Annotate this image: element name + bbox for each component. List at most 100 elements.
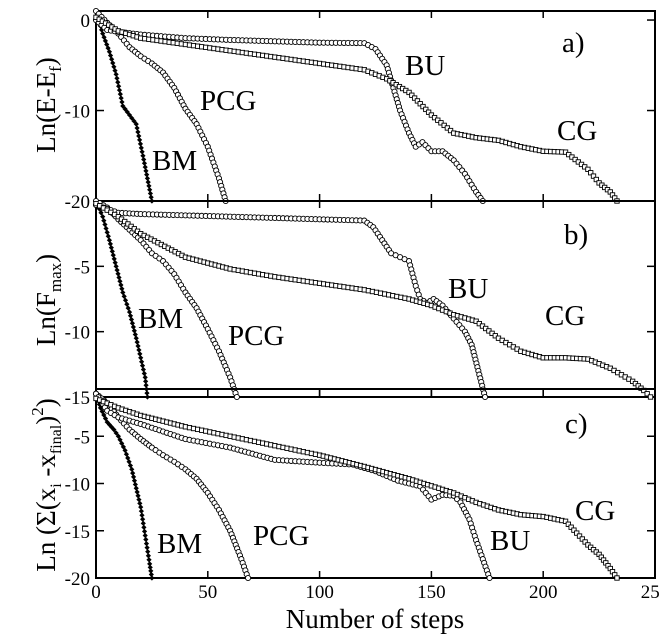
data-point xyxy=(126,112,133,118)
data-point xyxy=(115,271,121,277)
data-point xyxy=(425,109,432,115)
series-cg xyxy=(93,14,620,204)
data-point xyxy=(140,153,146,159)
data-point xyxy=(110,252,116,258)
data-point xyxy=(233,393,240,401)
data-point xyxy=(119,286,125,292)
y-tick-label: -15 xyxy=(65,388,90,409)
data-point xyxy=(114,267,120,273)
panel-c-tag: c) xyxy=(565,408,588,440)
data-point xyxy=(144,172,150,178)
data-point xyxy=(590,173,597,179)
data-point xyxy=(119,440,125,446)
data-point xyxy=(105,45,111,51)
data-point xyxy=(101,218,107,224)
data-point xyxy=(118,282,124,288)
data-point xyxy=(134,489,140,495)
data-point xyxy=(571,527,577,533)
data-point xyxy=(133,335,139,341)
data-point xyxy=(146,183,152,189)
data-point xyxy=(420,103,426,110)
data-point xyxy=(143,540,150,547)
data-point xyxy=(131,328,137,334)
y-tick-label: -10 xyxy=(65,475,90,496)
data-point xyxy=(144,175,151,181)
data-point xyxy=(122,106,128,112)
panel-a-ylabel: Ln(E-Ef) xyxy=(31,57,65,153)
data-point xyxy=(130,324,136,330)
y-tick-label: -20 xyxy=(65,569,90,590)
data-point xyxy=(122,447,128,454)
data-point xyxy=(129,115,135,121)
data-point xyxy=(132,331,138,338)
panel-a-tag: a) xyxy=(562,27,585,59)
data-point xyxy=(107,241,113,247)
data-point xyxy=(417,101,423,107)
data-point xyxy=(109,56,115,62)
data-point xyxy=(98,210,104,216)
series-label-pcg: PCG xyxy=(228,320,284,352)
y-tick-label: -10 xyxy=(65,323,90,344)
data-point xyxy=(145,549,151,555)
data-point xyxy=(141,160,148,166)
data-point xyxy=(135,493,141,499)
data-point xyxy=(138,145,144,151)
data-point xyxy=(143,382,149,388)
data-point xyxy=(122,297,129,303)
data-point xyxy=(131,478,138,484)
data-point xyxy=(136,133,142,139)
series-bm xyxy=(93,198,151,400)
data-point xyxy=(113,263,119,269)
data-point xyxy=(117,91,123,97)
data-point xyxy=(120,289,126,296)
x-tick-label: 150 xyxy=(417,582,446,603)
x-tick-label: 50 xyxy=(198,582,217,603)
data-point xyxy=(145,179,151,185)
data-point xyxy=(147,187,153,193)
data-point xyxy=(114,75,120,81)
x-tick-label: 0 xyxy=(91,582,101,603)
data-point xyxy=(139,512,145,518)
data-point xyxy=(142,374,148,380)
data-point xyxy=(486,574,493,582)
data-point xyxy=(129,466,135,472)
data-point xyxy=(614,575,620,581)
data-point xyxy=(406,89,412,96)
data-point xyxy=(113,430,119,436)
data-point xyxy=(108,245,114,251)
y-tick-label: 0 xyxy=(81,11,91,32)
data-point xyxy=(139,149,145,155)
data-point xyxy=(129,320,136,326)
series-label-pcg: PCG xyxy=(200,85,256,117)
data-point xyxy=(565,521,572,527)
data-point xyxy=(585,166,591,172)
data-point xyxy=(644,391,650,397)
data-point xyxy=(148,571,154,578)
panel-b-tag: b) xyxy=(564,219,588,251)
series-pcg xyxy=(92,197,240,401)
series-label-pcg: PCG xyxy=(253,520,309,552)
data-point xyxy=(137,500,143,506)
data-point xyxy=(126,309,133,315)
data-point xyxy=(118,95,124,101)
data-point xyxy=(111,427,117,433)
data-point xyxy=(147,561,153,567)
series-cg xyxy=(93,200,654,400)
data-point xyxy=(124,301,130,307)
data-point xyxy=(104,229,110,235)
data-point xyxy=(117,437,123,443)
data-point xyxy=(140,520,146,526)
data-point xyxy=(105,233,111,239)
data-point xyxy=(482,393,489,401)
data-point xyxy=(113,71,119,77)
y-tick-label: -5 xyxy=(74,427,90,448)
series-label-cg: CG xyxy=(545,300,585,332)
data-point xyxy=(106,421,113,428)
data-point xyxy=(127,313,134,319)
data-point xyxy=(106,49,113,55)
data-point xyxy=(574,530,580,536)
data-point xyxy=(140,516,146,522)
data-point xyxy=(135,129,141,135)
data-point xyxy=(125,455,131,461)
data-point xyxy=(141,524,147,530)
